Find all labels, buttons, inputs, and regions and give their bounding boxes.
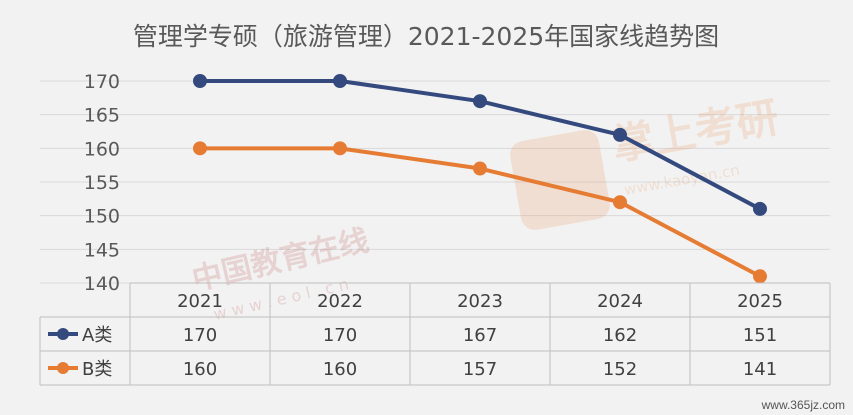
- x-tick-label: 2025: [737, 291, 783, 312]
- data-label: 167: [463, 325, 497, 346]
- data-label: 160: [323, 359, 357, 380]
- y-tick-label: 160: [84, 138, 120, 160]
- legend-label: B类: [82, 359, 112, 380]
- data-point: [613, 127, 627, 142]
- data-point: [193, 74, 207, 88]
- x-tick-label: 2024: [597, 291, 643, 312]
- legend-marker: [57, 362, 69, 374]
- data-point: [473, 161, 487, 176]
- kaoyan-watermark: 考 研 掌上考研 www.kaoyan.cn: [510, 92, 782, 230]
- y-tick-label: 155: [84, 172, 120, 194]
- data-label: 160: [183, 359, 217, 380]
- data-label: 170: [183, 325, 217, 346]
- data-point: [753, 269, 767, 284]
- x-tick-label: 2022: [317, 291, 363, 312]
- data-point: [473, 94, 487, 109]
- data-point: [613, 195, 627, 210]
- x-tick-label: 2023: [457, 291, 503, 312]
- y-tick-label: 140: [84, 273, 120, 295]
- legend-label: A类: [82, 325, 112, 346]
- data-label: 151: [743, 325, 777, 346]
- y-tick-label: 145: [84, 239, 120, 261]
- data-label: 162: [603, 325, 637, 346]
- data-point: [753, 201, 767, 216]
- y-tick-label: 170: [84, 71, 120, 93]
- y-axis-ticks: 170 165 160 155 150 145 140: [84, 71, 120, 295]
- legend-marker: [57, 328, 69, 340]
- kaoyan-logo-badge: [510, 130, 610, 230]
- data-point: [193, 141, 207, 156]
- data-label: 157: [463, 359, 497, 380]
- series-lines: [193, 74, 767, 284]
- chart-title: 管理学专硕（旅游管理）2021-2025年国家线趋势图: [133, 22, 719, 51]
- data-table: 2021 2022 2023 2024 2025 A类 170 170 167 162 151 B类 1…: [39, 282, 831, 386]
- data-label: 170: [323, 325, 357, 346]
- footer-url: www.365jz.com: [761, 398, 845, 412]
- data-point: [333, 74, 347, 88]
- kaoyan-watermark-text: 掌上考研: [608, 92, 782, 169]
- x-tick-label: 2021: [177, 291, 223, 312]
- data-point: [333, 141, 347, 156]
- y-tick-label: 165: [84, 105, 120, 127]
- data-label: 141: [743, 359, 777, 380]
- data-label: 152: [603, 359, 637, 380]
- y-tick-label: 150: [84, 206, 120, 228]
